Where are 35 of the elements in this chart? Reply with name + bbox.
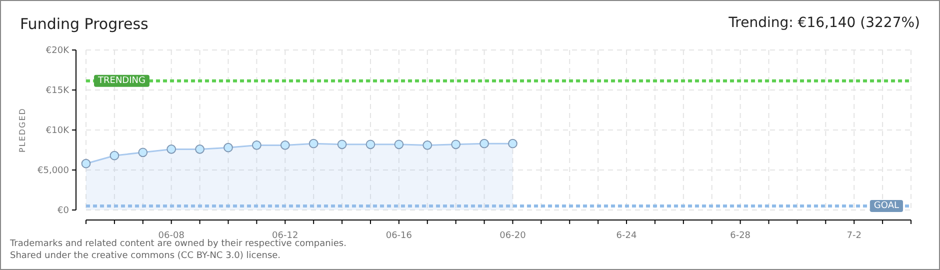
y-tick-label: €5,000: [38, 166, 70, 176]
x-tick-label: 06-12: [272, 230, 298, 241]
x-tick-label: 06-16: [386, 230, 412, 241]
point: [337, 140, 347, 150]
point: [394, 140, 404, 150]
x-tick-label: 06-20: [500, 230, 526, 241]
point: [422, 140, 432, 150]
ref-line-label: TRENDING: [97, 76, 146, 86]
point: [252, 140, 262, 150]
x-tick-label: 06-08: [158, 230, 185, 241]
text: Trademarks and related content are owned by their respective companies.: [9, 239, 346, 249]
point: [366, 140, 376, 150]
y-axis-title: PLEDGED: [18, 108, 27, 152]
text: Shared under the creative commons (CC BY-NC 3.0) license.: [10, 251, 281, 261]
x-tick-label: 6-28: [730, 230, 751, 241]
ref-line-label: GOAL: [874, 201, 899, 211]
y-tick-label: €20K: [46, 46, 70, 56]
x-tick-label: 6-24: [616, 230, 637, 241]
point: [138, 148, 148, 158]
chart-title: Funding Progress: [20, 15, 149, 33]
point: [224, 142, 233, 152]
point: [81, 158, 91, 168]
point: [110, 150, 120, 160]
point: [480, 138, 489, 148]
point: [195, 144, 204, 154]
point: [166, 144, 176, 154]
y-tick-label: €10K: [46, 126, 70, 136]
y-tick-label: €0: [58, 206, 70, 216]
point: [508, 138, 518, 148]
y-tick-label: €15K: [46, 86, 70, 96]
chart-subtitle: Trending: €16,140 (3227%): [728, 15, 920, 31]
point: [451, 140, 461, 150]
point: [280, 140, 290, 150]
point: [308, 138, 318, 148]
x-tick-label: 7-2: [846, 230, 862, 241]
